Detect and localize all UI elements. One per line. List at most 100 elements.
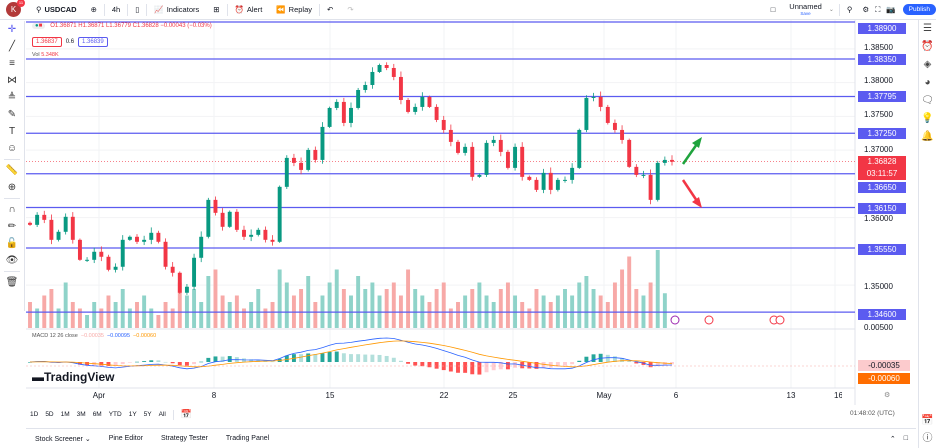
ideas-icon[interactable]: 💡 bbox=[921, 113, 934, 124]
layout-menu[interactable]: Unnamed Save bbox=[782, 0, 829, 20]
range-3m[interactable]: 3M bbox=[76, 411, 86, 418]
hotlist-icon[interactable]: ◕ bbox=[924, 77, 931, 88]
templates-button[interactable]: ⊞ bbox=[206, 0, 226, 20]
symbol-search-button[interactable]: ⚲ USDCAD bbox=[29, 0, 84, 20]
layers-icon[interactable]: ◈ bbox=[923, 59, 932, 70]
candle-body bbox=[135, 236, 139, 242]
down-arrow-annotation[interactable] bbox=[681, 179, 702, 208]
brush-icon[interactable]: ✎ bbox=[7, 109, 17, 120]
lock-drawing-icon[interactable]: ✏ bbox=[7, 221, 17, 232]
chat-icon[interactable]: 🗨 bbox=[921, 95, 934, 106]
volume-bar bbox=[634, 289, 639, 328]
macd-histogram-bar bbox=[270, 361, 275, 363]
macd-histogram-bar bbox=[591, 354, 596, 362]
axis-settings-icon[interactable]: ⚙ bbox=[884, 392, 891, 399]
magnet-icon[interactable]: ∩ bbox=[8, 204, 16, 215]
prediction-icon[interactable]: ≜ bbox=[7, 92, 17, 103]
quick-search-button[interactable]: ⚲ bbox=[840, 0, 860, 20]
range-5y[interactable]: 5Y bbox=[143, 411, 152, 418]
volume-bar bbox=[563, 289, 567, 328]
candle-body bbox=[370, 71, 375, 85]
text-icon[interactable]: T bbox=[8, 126, 16, 137]
go-to-date-icon[interactable]: 📅 bbox=[180, 409, 193, 419]
zoom-in-icon[interactable]: ⊕ bbox=[7, 182, 17, 193]
sell-button[interactable]: 1.36837 bbox=[32, 37, 62, 47]
volume-bar bbox=[299, 289, 304, 328]
pattern-icon[interactable]: ⋈ bbox=[7, 75, 17, 86]
candle-body bbox=[163, 241, 168, 267]
level-label: 1.36650 bbox=[858, 182, 906, 193]
candle-body bbox=[570, 167, 575, 180]
emoji-icon[interactable]: ☺ bbox=[6, 143, 18, 154]
bell-icon[interactable]: 🔔 bbox=[921, 131, 934, 142]
range-5d[interactable]: 5D bbox=[45, 411, 54, 418]
publish-button[interactable]: Publish bbox=[902, 4, 936, 15]
redo-button[interactable]: ↷ bbox=[340, 0, 360, 20]
interval-button[interactable]: 4h bbox=[111, 5, 121, 14]
tab-strategy-tester[interactable]: Strategy Tester bbox=[160, 435, 208, 442]
fib-retracement-icon[interactable]: ≡ bbox=[9, 58, 15, 69]
ruler-icon[interactable]: 📏 bbox=[5, 165, 19, 176]
crosshair-icon[interactable]: ✛ bbox=[7, 24, 17, 35]
trash-icon[interactable]: 🗑 bbox=[5, 277, 19, 288]
economic-event-icon[interactable] bbox=[704, 315, 714, 325]
tab-stock-screener[interactable]: Stock Screener ⌄ bbox=[26, 435, 100, 443]
up-arrow-annotation[interactable] bbox=[681, 137, 702, 165]
eye-icon[interactable]: 👁 bbox=[5, 255, 19, 266]
market-status-icon[interactable]: ●■ bbox=[32, 23, 46, 29]
buy-button[interactable]: 1.36839 bbox=[78, 37, 108, 47]
help-icon[interactable]: ⓘ bbox=[922, 433, 933, 444]
settings-button[interactable]: ⚙ bbox=[859, 0, 872, 20]
chart-type-button[interactable]: ▯ bbox=[128, 0, 146, 20]
tradingview-logo[interactable]: ▬​TradingView bbox=[32, 370, 114, 384]
alerts-clock-icon[interactable]: ⏰ bbox=[921, 41, 934, 52]
lock-icon[interactable]: 🔓 bbox=[5, 238, 19, 249]
economic-event-icon[interactable] bbox=[775, 315, 785, 325]
calendar-icon[interactable]: 📅 bbox=[921, 415, 934, 426]
candle-body bbox=[327, 107, 332, 127]
candle-body bbox=[577, 129, 582, 168]
collapse-panel-icon[interactable]: ⌃ bbox=[889, 435, 896, 443]
event-markers[interactable] bbox=[670, 315, 785, 325]
range-6m[interactable]: 6M bbox=[92, 411, 102, 418]
fullscreen-button[interactable]: ⛶ bbox=[872, 0, 883, 20]
range-1d[interactable]: 1D bbox=[30, 411, 39, 418]
macd-histogram-bar bbox=[28, 362, 32, 363]
notification-badge: 11 bbox=[17, 0, 25, 7]
volume-bar bbox=[227, 302, 232, 328]
indicators-label: Indicators bbox=[166, 5, 200, 14]
chevron-down-icon[interactable]: ⌄ bbox=[828, 7, 834, 13]
range-all[interactable]: All bbox=[158, 411, 166, 418]
indicators-button[interactable]: 📈 Indicators bbox=[147, 0, 206, 20]
layout-checkbox[interactable]: □ bbox=[764, 0, 783, 20]
range-ytd[interactable]: YTD bbox=[108, 411, 122, 418]
macd-histogram-bar bbox=[370, 354, 375, 362]
tab-trading-panel[interactable]: Trading Panel bbox=[225, 435, 270, 442]
replay-button[interactable]: ⏪ Replay bbox=[269, 0, 319, 20]
maximize-panel-icon[interactable]: □ bbox=[903, 435, 908, 442]
volume-bar bbox=[527, 308, 532, 328]
volume-bar bbox=[662, 293, 667, 328]
timezone-clock[interactable]: 01:48:02 (UTC) bbox=[850, 410, 895, 417]
alert-button[interactable]: ⏰ Alert bbox=[228, 0, 270, 20]
volume-bar bbox=[192, 289, 197, 328]
dividend-event-icon[interactable] bbox=[670, 315, 680, 325]
watchlist-icon[interactable]: ☰ bbox=[923, 23, 932, 34]
candle-body bbox=[427, 96, 432, 107]
level-label: 1.36150 bbox=[858, 203, 906, 214]
candle-body bbox=[655, 162, 660, 200]
undo-button[interactable]: ↶ bbox=[320, 0, 340, 20]
candle-body bbox=[56, 231, 61, 240]
compare-button[interactable]: ⊕ bbox=[84, 0, 104, 20]
tab-pine-editor[interactable]: Pine Editor bbox=[108, 435, 143, 442]
volume-bar bbox=[434, 289, 439, 328]
range-1y[interactable]: 1Y bbox=[128, 411, 137, 418]
snapshot-button[interactable]: 📷 bbox=[883, 0, 898, 20]
volume-bar bbox=[277, 269, 282, 328]
horizontal-levels[interactable] bbox=[26, 21, 855, 313]
user-avatar[interactable]: K 11 bbox=[6, 0, 25, 17]
range-1m[interactable]: 1M bbox=[60, 411, 70, 418]
trend-line-icon[interactable]: ╱ bbox=[8, 41, 16, 52]
volume-bar bbox=[120, 289, 125, 328]
